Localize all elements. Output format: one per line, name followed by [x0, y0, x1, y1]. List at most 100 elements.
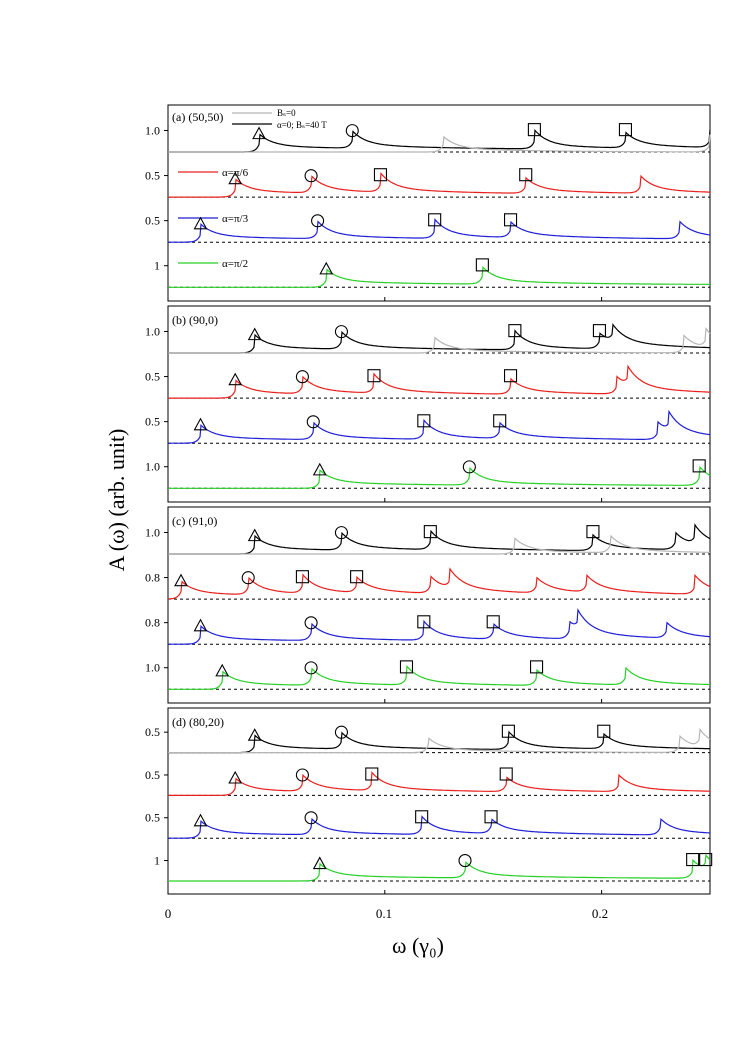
triangle-marker [228, 372, 243, 386]
circle-marker [304, 811, 318, 825]
series-line [168, 728, 711, 754]
y-tick-label: 1.0 [145, 324, 160, 338]
series-line [168, 172, 710, 198]
square-marker [399, 660, 414, 674]
square-marker [484, 810, 498, 824]
series-line [168, 322, 710, 354]
triangle-marker [193, 813, 208, 827]
y-tick-label: 1 [154, 854, 160, 868]
triangle-marker [319, 261, 334, 275]
legend: Bₛ=0 α=0; Bₛ=40 T α=π/6 α=π/3 α=π/2 [178, 108, 327, 270]
square-marker [415, 810, 429, 824]
square-marker [686, 853, 700, 867]
series-line [168, 523, 711, 555]
y-tick-label: 1 [154, 259, 160, 273]
series-line [168, 853, 711, 882]
circle-marker [334, 725, 348, 739]
square-marker [592, 324, 606, 338]
triangle-marker [193, 618, 208, 632]
triangle-marker [247, 728, 262, 741]
square-marker [417, 615, 431, 629]
legend-label-pi3: α=π/3 [222, 213, 249, 225]
square-marker [618, 123, 632, 137]
square-marker [373, 168, 388, 182]
square-marker [503, 369, 518, 383]
triangle-marker [247, 528, 262, 542]
y-tick-label: 0.5 [145, 811, 160, 825]
series-line [168, 327, 711, 354]
square-marker [417, 414, 431, 428]
panel-c-frame [167, 506, 711, 704]
series-line [168, 465, 711, 489]
y-tick-label: 0.8 [145, 616, 160, 630]
square-marker [365, 767, 379, 781]
square-marker [367, 369, 381, 383]
x-tick-label: 0.2 [592, 906, 608, 921]
y-tick-label: 1.0 [145, 460, 160, 474]
circle-marker [306, 415, 320, 429]
series-line [168, 815, 710, 839]
series-line [168, 218, 711, 243]
series-line [168, 534, 710, 555]
series-line [167, 567, 711, 600]
series-line [168, 770, 710, 796]
triangle-marker [228, 171, 243, 185]
series-line [168, 128, 711, 153]
triangle-marker [252, 126, 266, 140]
circle-marker [295, 370, 309, 384]
triangle-marker [247, 327, 262, 341]
square-marker [428, 213, 442, 227]
x-tick-label: 0 [165, 906, 172, 921]
x-axis-label: ω (γ₀) [392, 933, 444, 958]
legend-label-alpha0: α=0; Bₛ=40 T [277, 120, 327, 130]
square-marker [493, 414, 507, 428]
circle-marker [334, 325, 348, 339]
square-marker [486, 615, 500, 629]
square-marker [692, 459, 706, 473]
square-marker [350, 570, 364, 584]
panel-b-title: (b) (90,0) [172, 313, 218, 327]
square-marker [475, 258, 489, 272]
panel-d-title: (d) (80,20) [172, 715, 224, 729]
circle-marker [458, 854, 472, 868]
y-tick-label: 0.5 [145, 725, 160, 739]
circle-marker [334, 526, 348, 540]
series-line [168, 730, 711, 754]
square-marker [295, 570, 309, 584]
series-line [168, 265, 710, 288]
y-tick-label: 0.5 [145, 370, 160, 384]
square-marker [499, 767, 513, 781]
square-marker [519, 168, 533, 182]
square-marker [586, 525, 600, 539]
circle-marker [304, 616, 318, 630]
y-tick-label: 1.0 [145, 661, 160, 675]
y-axis-label: A (ω) (arb. unit) [104, 429, 129, 572]
circle-marker [295, 768, 309, 782]
square-marker [699, 853, 713, 867]
square-marker [508, 324, 522, 338]
legend-label-bs0: Bₛ=0 [277, 108, 296, 118]
triangle-marker [193, 216, 208, 230]
y-tick-label: 0.5 [145, 169, 160, 183]
panel-c-title: (c) (91,0) [172, 514, 217, 528]
y-tick-label: 0.8 [145, 571, 160, 585]
series-line [168, 364, 710, 399]
triangle-marker [312, 856, 327, 870]
triangle-marker [193, 417, 208, 431]
series-line [168, 608, 711, 645]
circle-marker [304, 661, 318, 675]
panel-b-frame [167, 305, 711, 503]
square-marker [597, 724, 611, 738]
plot-layer: 1.0 0.5 0.5 1 1.0 0.5 0.5 1.0 1.0 0.8 0.8 1.0 0.5 0.5… [145, 123, 713, 894]
square-marker [503, 213, 518, 227]
circle-marker [311, 214, 325, 228]
y-tick-label: 0.5 [145, 214, 160, 228]
panel-d-frame [167, 707, 711, 895]
series-line [168, 134, 711, 153]
series-line [168, 664, 710, 690]
circle-marker [462, 460, 476, 474]
square-marker [527, 123, 541, 137]
legend-label-pi2: α=π/2 [222, 258, 248, 270]
panel-a-title: (a) (50,50) [172, 110, 223, 124]
